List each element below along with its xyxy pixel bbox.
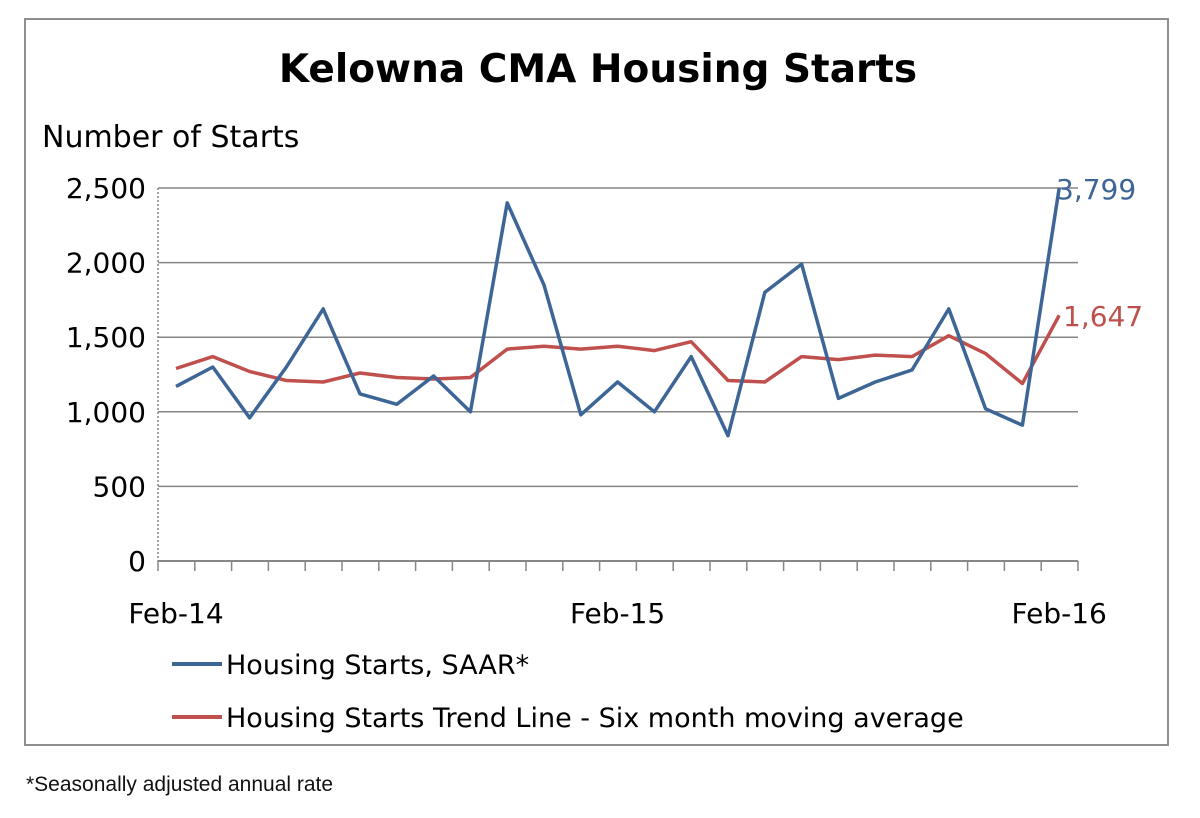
legend: Housing Starts, SAAR* Housing Starts Tren… xyxy=(172,650,964,734)
x-tick-label: Feb-16 xyxy=(1012,597,1107,630)
footnote: *Seasonally adjusted annual rate xyxy=(26,773,334,796)
y-axis-label: Number of Starts xyxy=(42,120,299,155)
plot-area: 1,647 3,799 xyxy=(175,173,1143,438)
gridlines xyxy=(158,187,1078,488)
y-ticks: 0 500 1,000 1,500 2,000 2,500 xyxy=(66,172,146,578)
y-tick-label: 2,000 xyxy=(66,247,146,280)
y-tick-label: 1,500 xyxy=(66,321,146,354)
x-tick-label: Feb-15 xyxy=(570,597,665,630)
series-end-label: 1,647 xyxy=(1063,300,1143,333)
legend-label: Housing Starts Trend Line - Six month mo… xyxy=(226,703,964,734)
chart-title: Kelowna CMA Housing Starts xyxy=(279,47,917,92)
y-tick-label: 0 xyxy=(128,545,146,578)
x-ticks: Feb-14 Feb-15 Feb-16 xyxy=(128,561,1107,630)
chart-frame xyxy=(24,18,1169,746)
axes xyxy=(157,188,1078,562)
legend-label: Housing Starts, SAAR* xyxy=(226,650,529,681)
y-tick-label: 1,000 xyxy=(66,396,146,429)
x-tick-label: Feb-14 xyxy=(128,597,223,630)
series-end-label: 3,799 xyxy=(1056,173,1136,206)
y-tick-label: 500 xyxy=(93,470,146,503)
series-line xyxy=(175,187,1061,438)
series-line xyxy=(175,314,1061,386)
y-tick-label: 2,500 xyxy=(66,172,146,205)
